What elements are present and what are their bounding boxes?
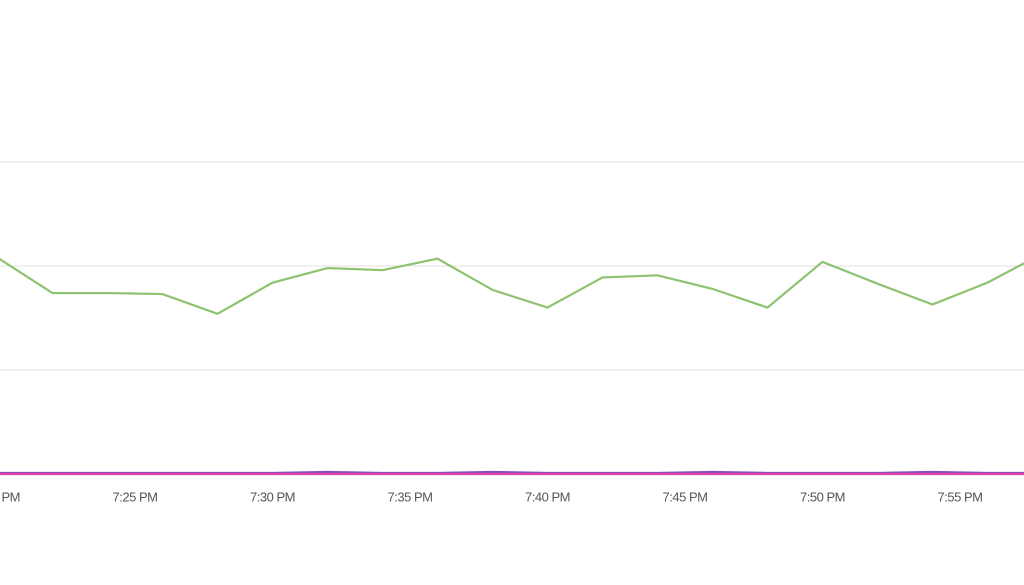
x-tick-label: 7:55 PM <box>938 489 983 504</box>
x-tick-label: 7:35 PM <box>388 489 433 504</box>
data-line <box>0 257 1024 316</box>
x-tick-label: 7:20 PM <box>0 489 20 504</box>
data-line <box>0 470 1024 475</box>
x-tick-label: 7:45 PM <box>663 489 708 504</box>
x-tick-label: 7:50 PM <box>800 489 845 504</box>
x-tick-label: 7:40 PM <box>525 489 570 504</box>
x-tick-label: 7:25 PM <box>113 489 158 504</box>
x-tick-label: 7:30 PM <box>250 489 295 504</box>
